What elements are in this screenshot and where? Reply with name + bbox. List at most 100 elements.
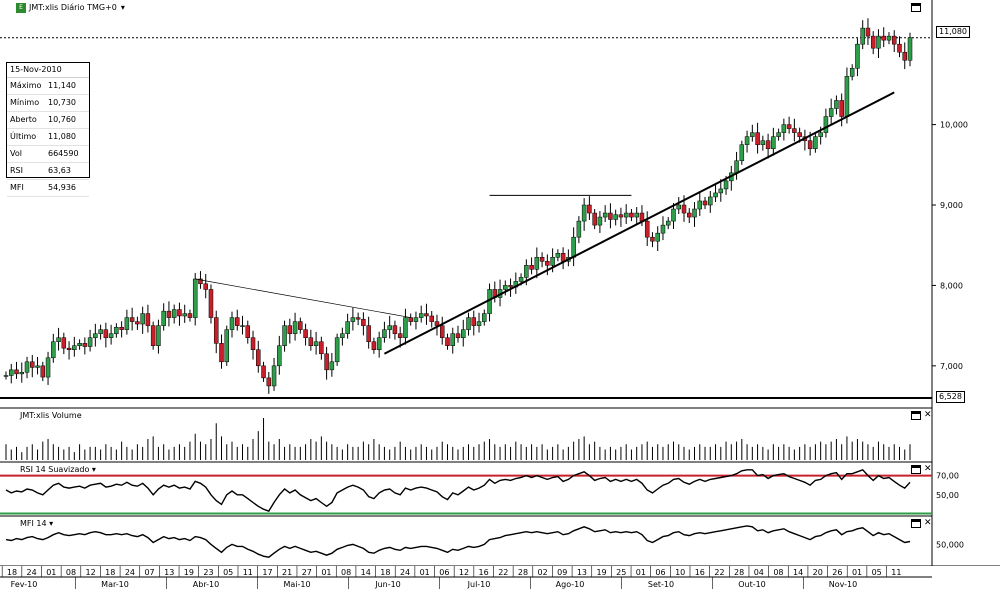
candle-body xyxy=(839,100,844,117)
candle-body xyxy=(687,212,692,218)
chart-title[interactable]: E JMT:xlis Diário TMG+0 ▾ xyxy=(16,2,125,14)
info-label: Máximo xyxy=(10,81,42,90)
candle-body xyxy=(623,212,629,218)
day-label: 07 xyxy=(144,568,154,577)
info-label: Aberto xyxy=(10,115,37,124)
day-label: 24 xyxy=(27,568,37,577)
candle-body xyxy=(797,132,802,137)
candle-body xyxy=(150,325,156,346)
candle-body xyxy=(634,212,639,218)
candle-body xyxy=(93,333,98,338)
candle-body xyxy=(198,278,203,285)
candle-body xyxy=(282,325,287,346)
candle-body xyxy=(581,204,587,222)
candle-body xyxy=(792,128,797,133)
candle-body xyxy=(697,200,703,210)
rsi-axis-label: 70,00 xyxy=(936,472,959,481)
day-label: 08 xyxy=(341,568,351,577)
info-label: MFI xyxy=(10,183,24,192)
candle-body xyxy=(708,196,713,206)
day-label: 18 xyxy=(7,568,17,577)
candle-body xyxy=(886,35,892,41)
candle-body xyxy=(629,212,634,218)
candle-body xyxy=(644,220,650,238)
candle-body xyxy=(461,329,466,338)
candle-body xyxy=(539,257,545,262)
rsi-panel-title[interactable]: RSI 14 Suavizado ▾ xyxy=(20,465,96,474)
candle-body xyxy=(550,257,555,266)
candle-body xyxy=(229,317,235,330)
candle-body xyxy=(592,212,597,226)
candle-body xyxy=(329,361,335,371)
maximize-icon[interactable] xyxy=(911,465,921,474)
candle-body xyxy=(355,317,361,320)
candle-body xyxy=(287,325,293,334)
y-tick-label: 8,000 xyxy=(940,281,963,290)
candle-body xyxy=(308,337,314,346)
candle-body xyxy=(303,329,308,338)
candle-body xyxy=(382,329,387,338)
candle-body xyxy=(24,361,30,373)
candle-body xyxy=(271,365,277,387)
day-label: 01 xyxy=(852,568,862,577)
chevron-down-icon[interactable]: ▾ xyxy=(120,3,125,12)
month-label: Jun-10 xyxy=(374,580,401,589)
mfi-panel-title-label: MFI 14 xyxy=(20,519,47,528)
close-icon[interactable]: ✕ xyxy=(924,518,932,528)
candle-body xyxy=(503,285,508,290)
candle-body xyxy=(77,343,82,346)
candle-body xyxy=(608,212,613,220)
day-label: 18 xyxy=(380,568,390,577)
candle-body xyxy=(655,232,660,242)
maximize-icon[interactable] xyxy=(911,519,921,528)
y-tick-label: 10,000 xyxy=(940,121,968,130)
candle-body xyxy=(834,100,839,109)
candle-body xyxy=(145,313,151,326)
candle-body xyxy=(760,140,766,145)
candle-body xyxy=(129,317,135,322)
candle-body xyxy=(750,132,755,137)
candle-body xyxy=(140,313,145,325)
candle-body xyxy=(518,277,524,282)
day-label: 16 xyxy=(695,568,705,577)
day-label: 14 xyxy=(361,568,371,577)
info-row: RSI 63,63 xyxy=(7,163,89,180)
month-label: Ago-10 xyxy=(556,580,585,589)
candle-body xyxy=(61,337,67,349)
support-trend-line xyxy=(383,91,895,355)
close-icon[interactable]: ✕ xyxy=(924,410,932,420)
candle-body xyxy=(844,76,850,117)
candle-body xyxy=(665,220,671,226)
info-value: 11,140 xyxy=(48,81,76,90)
day-label: 01 xyxy=(46,568,56,577)
mfi-panel-title[interactable]: MFI 14 ▾ xyxy=(20,519,53,528)
chevron-down-icon[interactable]: ▾ xyxy=(91,465,96,474)
info-value: 664590 xyxy=(48,149,79,158)
rsi-line xyxy=(5,468,911,512)
candle-body xyxy=(534,257,540,270)
day-label: 27 xyxy=(302,568,312,577)
candle-body xyxy=(213,317,219,344)
day-label: 04 xyxy=(754,568,764,577)
candle-body xyxy=(455,333,461,338)
candle-body xyxy=(408,317,413,322)
month-label: Out-10 xyxy=(738,580,766,589)
maximize-icon[interactable] xyxy=(911,3,921,12)
candle-body xyxy=(818,132,823,137)
info-value: 54,936 xyxy=(48,183,76,192)
month-label: Jul-10 xyxy=(467,580,491,589)
close-icon[interactable]: ✕ xyxy=(924,464,932,474)
candle-body xyxy=(250,337,256,350)
maximize-icon[interactable] xyxy=(911,411,921,420)
candle-body xyxy=(660,224,666,234)
candle-body xyxy=(192,278,198,318)
day-label: 09 xyxy=(557,568,567,577)
candle-body xyxy=(334,337,340,363)
chevron-down-icon[interactable]: ▾ xyxy=(49,519,54,528)
candle-body xyxy=(897,43,902,53)
candle-body xyxy=(476,321,482,326)
candle-body xyxy=(203,283,208,290)
day-label: 08 xyxy=(66,568,76,577)
candle-body xyxy=(587,204,592,214)
